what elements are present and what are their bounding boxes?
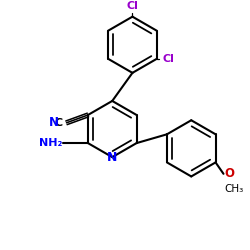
Text: Cl: Cl — [163, 54, 175, 64]
Text: N: N — [49, 116, 59, 129]
Text: C: C — [54, 118, 62, 128]
Text: Cl: Cl — [126, 2, 138, 12]
Text: O: O — [224, 167, 234, 180]
Text: NH₂: NH₂ — [39, 138, 62, 148]
Text: CH₃: CH₃ — [224, 184, 244, 194]
Text: N: N — [107, 151, 118, 164]
